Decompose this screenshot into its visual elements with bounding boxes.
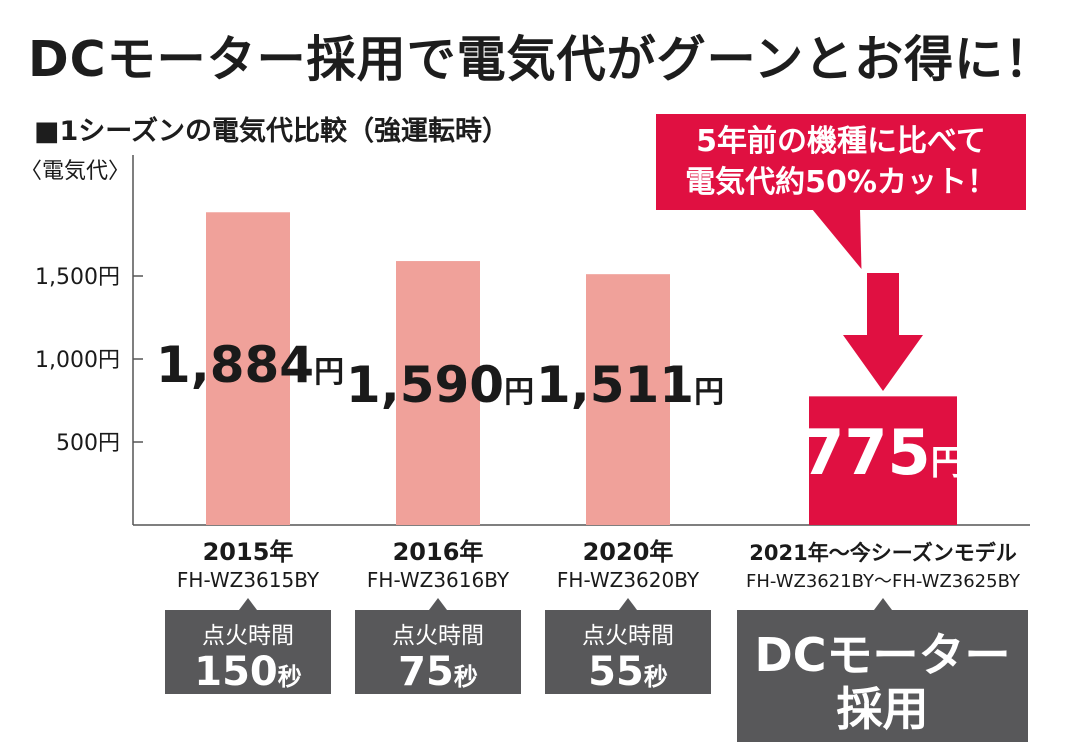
category-model-label: FH-WZ3620BY xyxy=(557,568,700,592)
bar-value-label: 1,511円 xyxy=(536,356,724,414)
ignition-label: 点火時間 xyxy=(202,623,294,649)
ignition-time-box: 点火時間 55秒 xyxy=(545,610,711,694)
y-tick-label: 1,000円 xyxy=(35,348,120,373)
bar-value-number: 1,884 xyxy=(156,336,314,394)
bar-value-unit: 円 xyxy=(931,443,965,483)
bar-value-number: 775 xyxy=(801,416,930,489)
bar-2 xyxy=(586,274,670,525)
bar-value-unit: 円 xyxy=(694,375,724,410)
category-year-label: 2021年～今シーズンモデル xyxy=(749,541,1016,565)
ignition-value: 150秒 xyxy=(165,650,331,699)
bar-value-number: 1,511 xyxy=(536,356,694,414)
dc-box-line-2: 採用 xyxy=(836,682,929,736)
bar-3 xyxy=(809,396,957,525)
callout-line-1: 5年前の機種に比べて xyxy=(696,124,986,159)
box-pointer xyxy=(874,598,892,610)
category-year-label: 2016年 xyxy=(393,538,484,566)
headline: DCモーター採用で電気代がグーンとお得に！ xyxy=(28,31,1055,88)
down-arrow-icon xyxy=(843,273,923,391)
bar-value-number: 1,590 xyxy=(346,356,504,414)
savings-callout: 5年前の機種に比べて 電気代約50%カット！ xyxy=(656,114,1026,210)
box-pointer xyxy=(619,598,637,610)
ignition-value: 75秒 xyxy=(355,650,521,699)
bar-value-label: 1,884円 xyxy=(156,336,344,394)
ignition-label: 点火時間 xyxy=(392,623,484,649)
y-tick-label: 1,500円 xyxy=(35,265,120,290)
bar-value-label: 1,590円 xyxy=(346,356,534,414)
box-pointer xyxy=(239,598,257,610)
callout-line-2: 電気代約50%カット！ xyxy=(685,165,997,200)
ignition-time-box: 点火時間 75秒 xyxy=(355,610,521,694)
bar-1 xyxy=(396,261,480,525)
chart-subheading: ■1シーズンの電気代比較（強運転時） xyxy=(34,116,509,147)
category-model-label: FH-WZ3615BY xyxy=(177,568,320,592)
category-year-label: 2020年 xyxy=(583,538,674,566)
dc-motor-box: DCモーター 採用 xyxy=(737,610,1028,742)
box-pointer xyxy=(429,598,447,610)
ignition-unit: 秒 xyxy=(643,663,668,691)
ignition-number: 55 xyxy=(588,649,644,695)
ignition-unit: 秒 xyxy=(453,663,478,691)
ignition-label: 点火時間 xyxy=(582,623,674,649)
ignition-value: 55秒 xyxy=(545,650,711,699)
ignition-unit: 秒 xyxy=(277,663,302,691)
bar-0 xyxy=(206,212,290,526)
y-tick-label: 500円 xyxy=(56,431,120,456)
ignition-number: 150 xyxy=(194,649,278,695)
dc-box-line-1: DCモーター xyxy=(754,628,1011,682)
bar-value-unit: 円 xyxy=(314,355,344,390)
category-model-label: FH-WZ3621BY～FH-WZ3625BY xyxy=(746,571,1021,592)
bar-value-unit: 円 xyxy=(504,375,534,410)
category-year-label: 2015年 xyxy=(203,538,294,566)
bar-value-label: 775円 xyxy=(801,416,964,489)
ignition-time-box: 点火時間 150秒 xyxy=(165,610,331,694)
category-model-label: FH-WZ3616BY xyxy=(367,568,510,592)
ignition-number: 75 xyxy=(398,649,454,695)
y-axis-label: 〈電気代〉 xyxy=(20,159,130,184)
